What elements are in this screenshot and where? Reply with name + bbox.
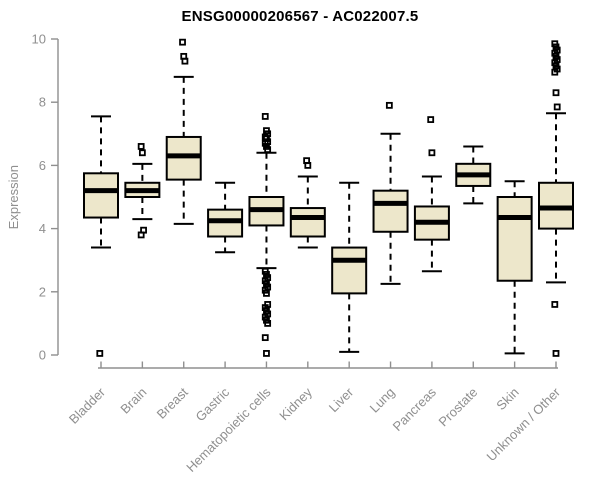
outlier-point (138, 149, 146, 157)
box-liver (331, 246, 368, 295)
box-skin (496, 196, 533, 282)
y-tick-label: 8 (39, 95, 46, 110)
x-tick-label: Liver (326, 384, 357, 415)
outlier-point (551, 301, 559, 308)
y-tick-label: 6 (39, 158, 46, 173)
outlier-point (385, 101, 393, 109)
outlier-point (304, 161, 312, 169)
outlier-point (551, 68, 559, 76)
y-tick-label: 4 (39, 221, 46, 236)
outlier-point (427, 116, 435, 123)
outlier-point (137, 231, 145, 239)
x-tick-label: Kidney (276, 384, 315, 423)
x-tick-label: Skin (493, 385, 521, 413)
x-tick-label: Gastric (192, 384, 232, 424)
outlier-point (264, 319, 272, 327)
outlier-point (137, 143, 145, 150)
outlier-point (261, 334, 269, 342)
outlier-point (263, 289, 270, 297)
outlier-point (553, 103, 561, 111)
y-tick-label: 0 (39, 348, 46, 363)
outlier-point (264, 146, 272, 154)
outlier-point (181, 57, 189, 65)
x-tick-label: Bladder (66, 384, 109, 427)
y-tick-label: 2 (39, 284, 46, 299)
x-tick-label: Breast (154, 384, 191, 421)
outlier-point (428, 149, 436, 157)
box-kidney (289, 207, 326, 238)
outlier-point (263, 350, 270, 357)
box-bladder (83, 172, 119, 219)
y-tick-label: 10 (32, 32, 46, 47)
outlier-point (179, 38, 186, 46)
outlier-point (552, 89, 560, 97)
outlier-point (96, 350, 104, 357)
x-tick-label: Brain (117, 385, 149, 417)
box-lung (372, 189, 409, 233)
chart-title: ENSG00000206567 - AC022007.5 (181, 8, 419, 25)
outlier-point (261, 113, 269, 120)
x-tick-label: Lung (367, 385, 398, 416)
x-tick-label: Unknown / Other (484, 384, 564, 464)
x-tick-label: Prostate (436, 385, 481, 430)
x-tick-label: Pancreas (390, 384, 440, 434)
outlier-point (552, 350, 560, 357)
